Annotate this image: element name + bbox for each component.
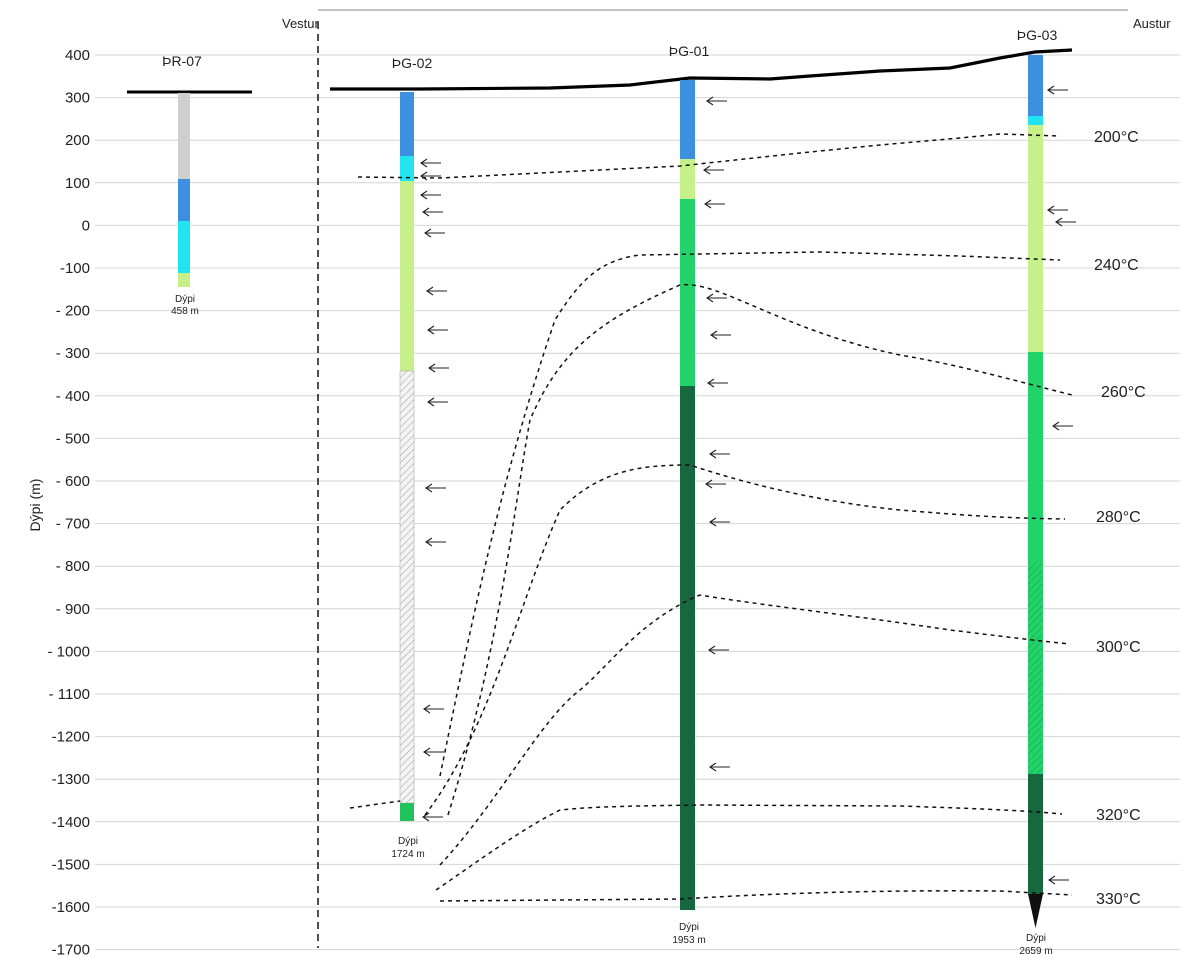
arrow-left-icon [427,325,448,335]
well-pg01: ÞG-01 Dýpi 1953 m [669,43,710,946]
depth-tick-label: 300 [65,90,90,107]
arrow-left-icon [425,483,446,493]
isotherm-line-320 [349,800,1063,891]
well-pr07-depth-value: 458 m [171,306,199,317]
west-label: Vestur [282,16,320,31]
depth-tick-label: - 800 [56,558,90,575]
arrow-left-icon [427,397,448,407]
arrow-left-icon [1052,421,1073,431]
isotherm-labels: 200°C 240°C 260°C 280°C 300°C 320°C 330°… [1094,129,1146,908]
arrow-left-icon [706,293,727,303]
well-pr07: ÞR-07 Dýpi 458 m [162,53,202,317]
depth-tick-label: - 300 [56,345,90,362]
depth-tick-label: 0 [82,217,90,234]
well-pg03-depth-value: 2659 m [1019,946,1052,957]
arrow-left-icon [425,537,446,547]
depth-tick-label: - 700 [56,516,90,533]
arrow-left-icon [1047,85,1068,95]
isotherm-300-label: 300°C [1096,639,1141,656]
well-pg01-name: ÞG-01 [669,43,710,59]
arrow-left-icon [710,330,731,340]
arrow-left-icon [423,747,444,757]
arrow-left-icon [707,378,728,388]
depth-tick-label: -1200 [52,729,90,746]
depth-tick-label: 400 [65,47,90,64]
isotherm-line-240 [439,251,1061,777]
arrow-left-icon [1048,875,1069,885]
well-pg02: ÞG-02 Dýpi 1724 m [391,55,432,860]
well-pg02-name: ÞG-02 [392,55,433,71]
well-pr07-depth-label: Dýpi [175,294,195,305]
depth-tick-label: - 900 [56,601,90,618]
depth-tick-label: -1500 [52,856,90,873]
depth-tick-label: -100 [60,260,90,277]
depth-tick-label: - 400 [56,388,90,405]
arrow-left-icon [426,286,447,296]
arrow-left-icon [1055,217,1076,227]
arrow-left-icon [422,207,443,217]
depth-tick-label: - 1100 [49,686,90,703]
arrow-left-icon [703,165,724,175]
depth-tick-label: -1600 [52,899,90,916]
depth-tick-label: - 600 [56,473,90,490]
depth-tick-label: -1700 [52,942,90,958]
arrow-left-icon [420,190,441,200]
isotherm-280-label: 280°C [1096,509,1141,526]
arrow-left-icon [708,645,729,655]
isotherm-line-280 [424,464,1066,816]
arrow-left-icon [709,762,730,772]
arrow-left-icon [423,704,444,714]
well-pg03-bottom-arrow [1028,894,1043,928]
grid-lines [95,54,1180,951]
isotherm-240-label: 240°C [1094,257,1139,274]
depth-tick-label: - 200 [56,303,90,320]
well-pg01-depth-label: Dýpi [679,922,699,933]
well-pg03-name: ÞG-03 [1017,27,1058,43]
arrow-left-icon [1047,205,1068,215]
arrow-left-icon [709,449,730,459]
arrow-left-icon [424,228,445,238]
isotherm-line-300 [439,594,1071,866]
depth-axis-ticks: 400 300 200 100 0 -100 - 200 - 300 - 400 - 500 - 6… [47,47,90,958]
well-pg02-depth-value: 1724 m [391,849,424,860]
isotherm-200-label: 200°C [1094,129,1139,146]
axis-title: Dýpi (m) [27,479,43,532]
depth-tick-label: - 500 [56,430,90,447]
east-label: Austur [1133,16,1171,31]
isotherm-330-label: 330°C [1096,891,1141,908]
isotherm-260-label: 260°C [1101,384,1146,401]
feed-zone-arrows [420,85,1076,885]
arrow-left-icon [705,479,726,489]
depth-tick-label: -1300 [52,771,90,788]
arrow-left-icon [420,158,441,168]
isotherm-line-330 [439,890,1073,902]
isotherm-line-200 [357,133,1061,179]
arrow-left-icon [420,171,441,181]
depth-tick-label: - 1000 [47,643,90,660]
depth-tick-label: -1400 [52,814,90,831]
isotherm-320-label: 320°C [1096,807,1141,824]
arrow-left-icon [709,517,730,527]
arrow-left-icon [706,96,727,106]
arrow-left-icon [428,363,449,373]
arrow-left-icon [704,199,725,209]
isotherm-line-260 [447,283,1073,816]
well-pg01-depth-value: 1953 m [672,935,705,946]
well-pg03: ÞG-03 Dýpi 2659 m [1017,27,1058,957]
isotherm-lines [349,133,1073,902]
depth-tick-label: 200 [65,132,90,149]
surface-line-east [330,48,1073,91]
depth-tick-label: 100 [65,175,90,192]
well-pg03-depth-label: Dýpi [1026,933,1046,944]
well-pg02-depth-label: Dýpi [398,836,418,847]
well-pr07-name: ÞR-07 [162,53,202,69]
arrow-left-icon [422,812,443,822]
